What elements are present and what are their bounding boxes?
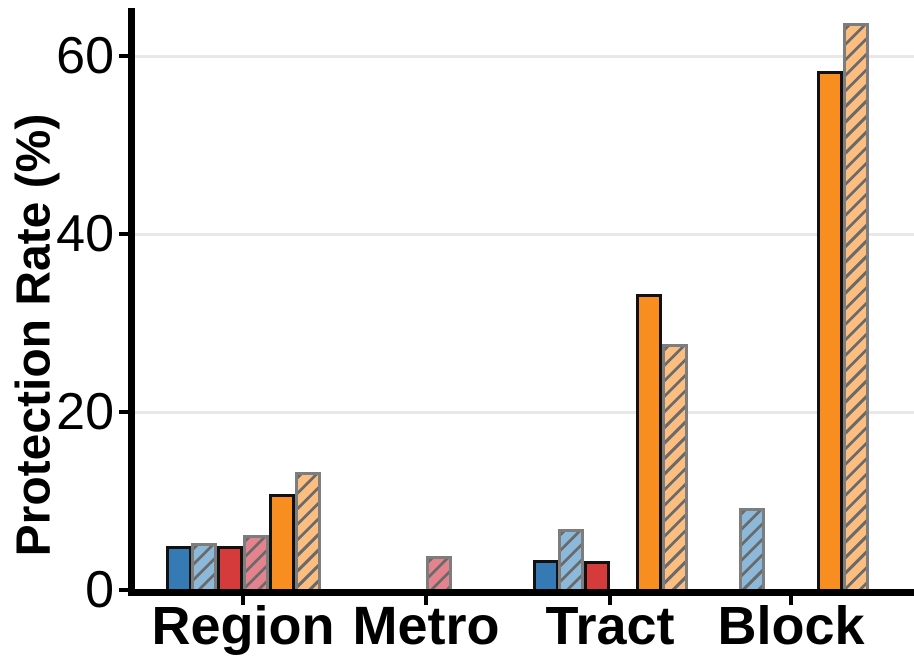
category-label: Block <box>717 596 865 656</box>
bar-blue-solid <box>165 546 192 594</box>
y-tick-label: 0 <box>85 561 114 619</box>
y-tick-label: 60 <box>56 27 114 85</box>
bar-red-hatched <box>426 556 452 594</box>
bar-blue-hatched <box>191 542 218 594</box>
bar-red-hatched <box>243 534 269 594</box>
bar-orange-hatched <box>842 23 869 594</box>
y-axis-spine <box>128 8 135 596</box>
x-tick <box>424 596 428 605</box>
y-tick <box>119 54 128 58</box>
category-label: Tract <box>545 596 675 656</box>
bar-orange-solid <box>816 71 843 594</box>
category-label: Region <box>151 596 335 656</box>
y-tick-label: 20 <box>56 383 114 441</box>
y-axis-title: Protection Rate (%) <box>7 113 61 557</box>
gridline <box>135 410 914 414</box>
bar-red-solid <box>584 560 611 594</box>
y-tick <box>119 588 128 592</box>
x-axis-spine <box>128 589 914 596</box>
gridline <box>135 54 914 58</box>
bar-blue-hatched <box>558 528 585 594</box>
x-tick <box>608 596 612 605</box>
bar-orange-solid <box>268 493 295 594</box>
bar-blue-hatched <box>739 508 766 594</box>
bar-red-solid <box>217 545 244 594</box>
y-tick <box>119 232 128 236</box>
gridline <box>135 232 914 236</box>
bar-orange-solid <box>635 293 662 594</box>
x-tick <box>241 596 245 605</box>
y-tick <box>119 410 128 414</box>
y-tick-label: 40 <box>56 205 114 263</box>
x-tick <box>789 596 793 605</box>
bar-orange-hatched <box>661 344 688 594</box>
category-label: Metro <box>352 596 500 656</box>
bar-orange-hatched <box>294 471 321 594</box>
bar-blue-solid <box>532 559 559 594</box>
